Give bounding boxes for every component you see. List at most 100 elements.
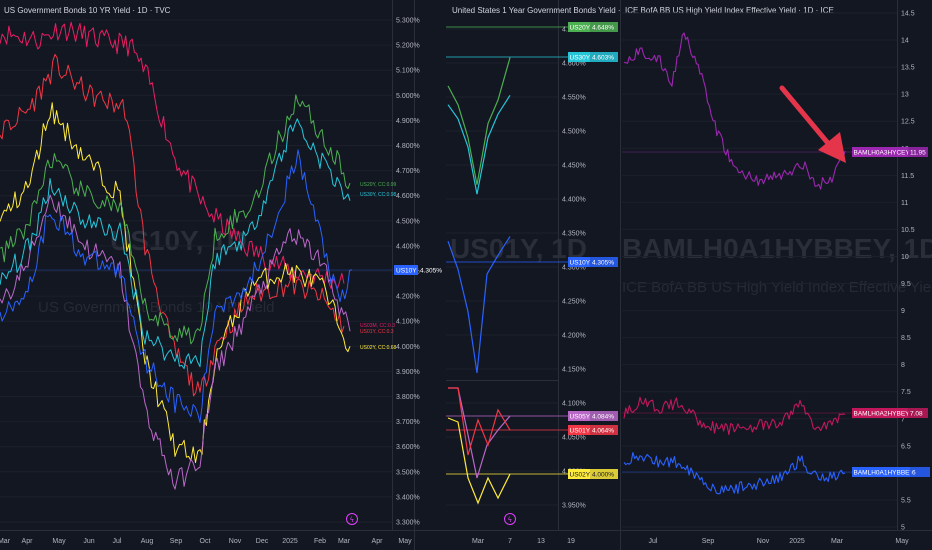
left-x-tick-label: 2025 <box>282 538 298 545</box>
mid-y-tick-label: 4.200% <box>562 333 586 340</box>
mid-y-tick-label: 4.350% <box>562 231 586 238</box>
price-label-value-bg <box>908 408 928 418</box>
right-y-tick-label: 14.5 <box>901 11 915 18</box>
mid-y-tick-label: 4.550% <box>562 95 586 102</box>
watermark-mid: US01Y, 1D <box>450 233 587 264</box>
series-line-us02y <box>447 417 511 505</box>
right-y-tick-label: 11.5 <box>901 173 914 180</box>
left-y-tick-label: 4.500% <box>396 218 420 225</box>
title-mid: United States 1 Year Government Bonds Yi… <box>452 6 621 15</box>
price-label-value-bg <box>590 257 618 267</box>
price-label-value-bg <box>590 22 618 32</box>
price-label-value: 4.084% <box>592 414 614 421</box>
price-label-symbol-bg <box>568 469 590 479</box>
left-x-tick-label: Dec <box>256 538 269 545</box>
mid-y-tick-label: 4.150% <box>562 367 586 374</box>
price-label-symbol-bg <box>852 467 910 477</box>
title-left: US Government Bonds 10 YR Yield · 1D · T… <box>4 6 171 15</box>
price-label-value: 4.305% <box>592 260 614 267</box>
price-label-symbol: BAMLH0A1HYBBEY <box>854 470 915 477</box>
left-y-tick-label: 3.900% <box>396 369 420 376</box>
mid-y-tick-label: 4.300% <box>562 265 586 272</box>
price-label-value-bg <box>908 147 928 157</box>
left-y-tick-label: 5.100% <box>396 68 420 75</box>
series-line-us02y <box>0 102 351 464</box>
left-y-tick-label: 4.400% <box>396 243 420 250</box>
left-x-tick-label: May <box>398 538 412 545</box>
watermark-left: US10Y, 1D <box>110 225 247 256</box>
svg-text:ϟ: ϟ <box>508 516 513 524</box>
mid-y-tick-label: 4.450% <box>562 163 586 170</box>
title-right: ICE BofA BB US High Yield Index Effectiv… <box>625 6 834 15</box>
left-y-tick-label: 3.300% <box>396 520 420 527</box>
mid-y-tick-label: 4.500% <box>562 129 586 136</box>
price-label-value: 4.064% <box>592 428 614 435</box>
price-label-symbol: BAMLH0A2HYBEY <box>854 411 911 418</box>
lightning-icon[interactable]: ϟ <box>504 513 516 525</box>
price-label-symbol-bg <box>568 22 590 32</box>
left-y-tick-label: 5.200% <box>396 43 420 50</box>
left-x-tick-label: Feb <box>314 538 326 545</box>
left-x-tick-label: Jul <box>113 538 122 545</box>
series-line-us20y <box>447 57 511 185</box>
price-label-value-bg <box>590 425 618 435</box>
right-y-tick-label: 7.5 <box>901 389 911 396</box>
price-label-symbol-bg <box>394 265 418 275</box>
svg-text:ϟ: ϟ <box>350 516 355 524</box>
mid-x-tick-label: 19 <box>567 538 575 545</box>
series-layer <box>0 21 846 505</box>
price-label-symbol-bg <box>852 408 908 418</box>
price-label-value: 11.95 <box>910 150 926 157</box>
right-y-tick-label: 10.5 <box>901 227 915 234</box>
price-label-value: 4.000% <box>592 472 614 479</box>
series-line-us05y <box>0 194 351 490</box>
left-y-tick-label: 5.300% <box>396 18 420 25</box>
watermark-left-sub: US Government Bonds 10 YR Yield <box>38 299 275 316</box>
right-y-tick-label: 11 <box>901 200 908 207</box>
price-label-value: 7.08 <box>910 411 923 418</box>
price-label-symbol: BAMLH0A3HYCEY <box>854 150 911 157</box>
right-x-tick-label: Jul <box>649 538 658 545</box>
left-x-tick-label: Apr <box>372 538 384 545</box>
price-label-symbol-bg <box>568 257 590 267</box>
left-x-tick-label: Nov <box>229 538 242 545</box>
lightning-icon[interactable]: ϟ <box>346 513 358 525</box>
price-label-symbol: US30Y <box>570 55 591 62</box>
grid-layer <box>0 12 897 528</box>
right-y-tick-label: 6.5 <box>901 443 911 450</box>
right-y-tick-label: 13.5 <box>901 65 915 72</box>
mid-y-tick-label: 3.950% <box>562 503 586 510</box>
left-y-tick-label: 5.000% <box>396 93 420 100</box>
right-x-tick-label: May <box>895 538 909 545</box>
right-y-tick-label: 7 <box>901 416 905 423</box>
right-x-tick-label: Sep <box>702 538 715 545</box>
price-label-symbol: US05Y <box>570 414 591 421</box>
right-y-tick-label: 9.5 <box>901 281 911 288</box>
right-y-tick-label: 5.5 <box>901 497 911 504</box>
axis-layer: 5.300% 5.200% 5.100% 5.000% 4.900% 4.800% 4.70… <box>0 11 915 546</box>
watermark-right-sub: ICE BofA BB US High Yield Index Effectiv… <box>622 279 932 296</box>
right-y-tick-label: 10 <box>901 254 909 261</box>
series-line-us10y <box>0 149 353 424</box>
series-line-us30y <box>447 94 511 195</box>
mid-y-tick-label: 4.400% <box>562 197 586 204</box>
right-x-tick-label: Nov <box>757 538 770 545</box>
right-x-tick-label: Mar <box>831 538 844 545</box>
price-label-value: 4.648% <box>592 25 614 32</box>
series-tag: US01Y, CC:0.3 <box>360 329 394 335</box>
left-y-tick-label: 3.500% <box>396 469 420 476</box>
right-y-tick-label: 14 <box>901 38 909 45</box>
mid-y-tick-label: 4.050% <box>562 435 586 442</box>
price-label-symbol: US10Y <box>396 268 417 275</box>
mid-y-tick-label: 4.100% <box>562 401 586 408</box>
series-line-us05y <box>448 387 511 479</box>
price-label-symbol-bg <box>568 411 590 421</box>
series-tag: US20Y, CC:0.99 <box>360 182 397 188</box>
price-label-symbol-bg <box>568 52 590 62</box>
left-y-tick-label: 3.800% <box>396 394 420 401</box>
right-x-tick-label: 2025 <box>789 538 805 545</box>
annotation-arrow[interactable] <box>779 85 846 163</box>
series-line-us03m <box>0 21 345 289</box>
price-label-symbol-bg <box>568 425 590 435</box>
